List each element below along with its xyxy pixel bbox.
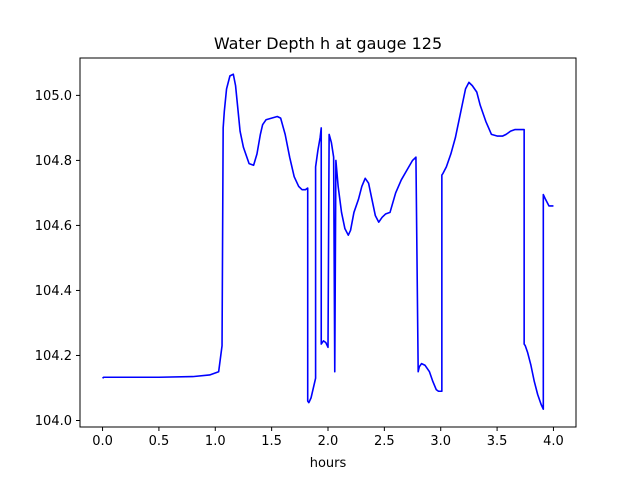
x-axis-label: hours: [310, 456, 347, 471]
x-tick-label: 1.0: [205, 434, 226, 449]
series-line-0: [102, 73, 554, 410]
x-tick-label: 2.0: [318, 434, 339, 449]
y-tick-label: 104.0: [35, 414, 72, 429]
y-tick-label: 104.6: [35, 219, 72, 234]
y-tick-label: 104.2: [35, 349, 72, 364]
y-tick-label: 105.0: [35, 89, 72, 104]
x-tick-label: 0.0: [92, 434, 113, 449]
x-tick-label: 2.5: [374, 434, 395, 449]
x-tick-label: 3.5: [487, 434, 508, 449]
y-tick-label: 104.4: [35, 284, 72, 299]
y-tick-label: 104.8: [35, 154, 72, 169]
x-axis-ticks: 0.0 0.5 1.0 1.5 2.0 2.5 3.0 3.5 4.0: [92, 427, 564, 449]
series-line-layer: [102, 73, 554, 410]
x-tick-label: 3.0: [430, 434, 451, 449]
x-tick-label: 0.5: [149, 434, 170, 449]
y-axis-ticks: 104.0 104.2 104.4 104.6 104.8 105.0: [35, 89, 80, 429]
x-tick-label: 1.5: [261, 434, 282, 449]
chart-title: Water Depth h at gauge 125: [214, 34, 442, 53]
x-tick-label: 4.0: [543, 434, 564, 449]
